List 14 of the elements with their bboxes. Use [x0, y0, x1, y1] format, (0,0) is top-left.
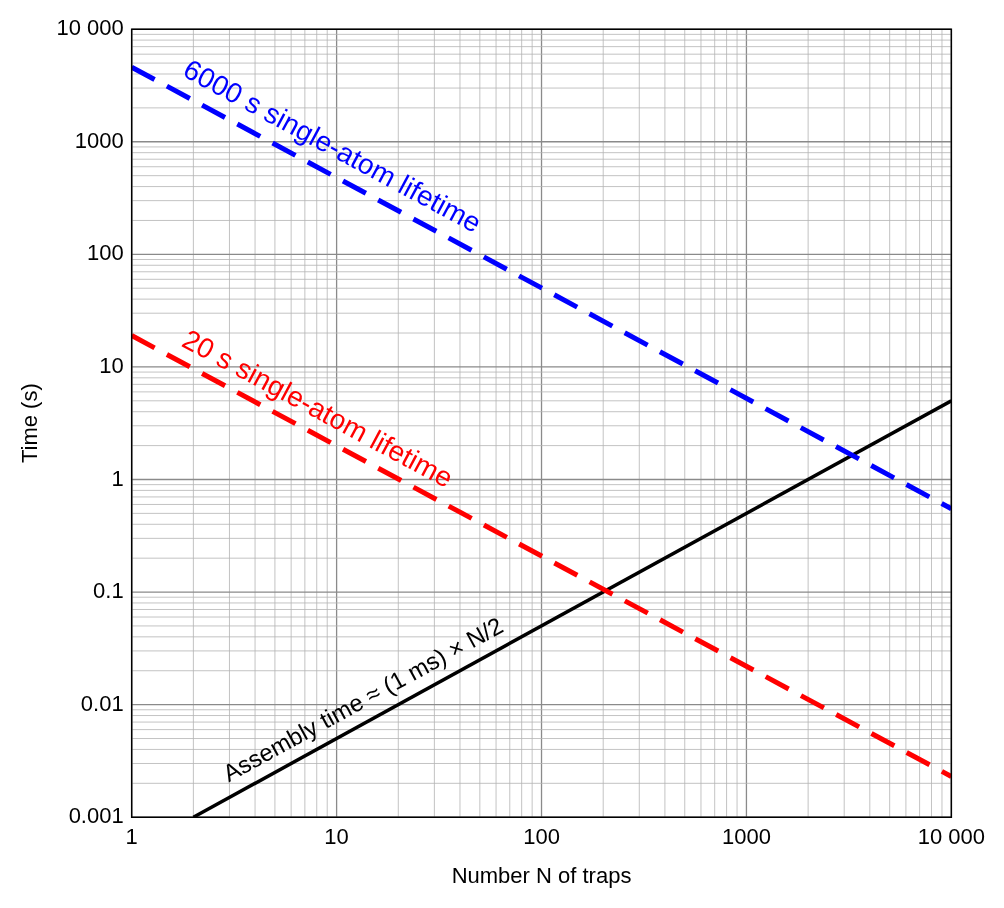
x-tick-label: 10: [324, 824, 349, 850]
y-tick-label: 1: [111, 465, 124, 491]
y-tick-label: 1000: [74, 127, 124, 153]
y-tick-label: 0.01: [80, 690, 124, 716]
y-tick-label: 0.1: [93, 578, 124, 604]
x-tick-label: 1000: [721, 824, 771, 850]
y-tick-label: 0.001: [68, 803, 124, 829]
y-axis-title: Time (s): [17, 383, 43, 464]
x-axis-title: Number N of traps: [451, 862, 632, 888]
x-tick-label: 10 000: [917, 824, 985, 850]
x-tick-label: 100: [523, 824, 560, 850]
y-tick-label: 100: [86, 240, 124, 266]
y-tick-label: 10 000: [56, 15, 124, 41]
y-tick-label: 10: [99, 352, 124, 378]
